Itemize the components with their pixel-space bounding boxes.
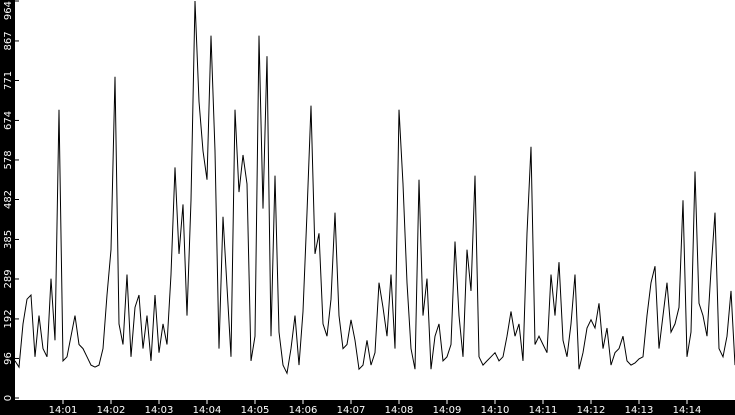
x-tick-label: 14:07 [337,405,366,415]
x-tick-label: 14:01 [49,405,78,415]
x-axis-band [0,400,735,415]
y-tick-label: 771 [3,71,14,90]
x-tick-label: 14:14 [673,405,702,415]
y-tick-label: 289 [3,269,14,288]
x-tick-label: 14:05 [241,405,270,415]
x-tick-label: 14:10 [481,405,510,415]
x-tick-label: 14:06 [289,405,318,415]
y-tick-label: 578 [3,150,14,169]
y-axis: 0 96 192 289 385 482 578 674 771 867 964 [3,0,19,401]
y-axis-band [0,0,15,415]
x-tick-label: 14:04 [193,405,222,415]
y-tick-label: 0 [3,395,14,401]
x-tick-label: 14:02 [97,405,126,415]
x-tick-label: 14:12 [577,405,606,415]
x-axis: 14:01 14:02 14:03 14:04 14:05 14:06 14:07 14:08… [49,400,702,415]
y-tick-label: 96 [3,352,14,365]
x-tick-label: 14:13 [625,405,654,415]
y-tick-label: 385 [3,230,14,249]
x-tick-label: 14:03 [145,405,174,415]
plot-area [15,0,735,400]
y-tick-label: 964 [3,1,14,20]
series-line-0 [14,0,735,375]
x-tick-label: 14:09 [433,405,462,415]
series-group [14,0,735,375]
y-tick-label: 867 [3,31,14,50]
y-tick-label: 674 [3,111,14,130]
x-tick-label: 14:11 [529,405,558,415]
y-tick-label: 482 [3,190,14,209]
y-tick-label: 192 [3,309,14,328]
x-tick-label: 14:08 [385,405,414,415]
